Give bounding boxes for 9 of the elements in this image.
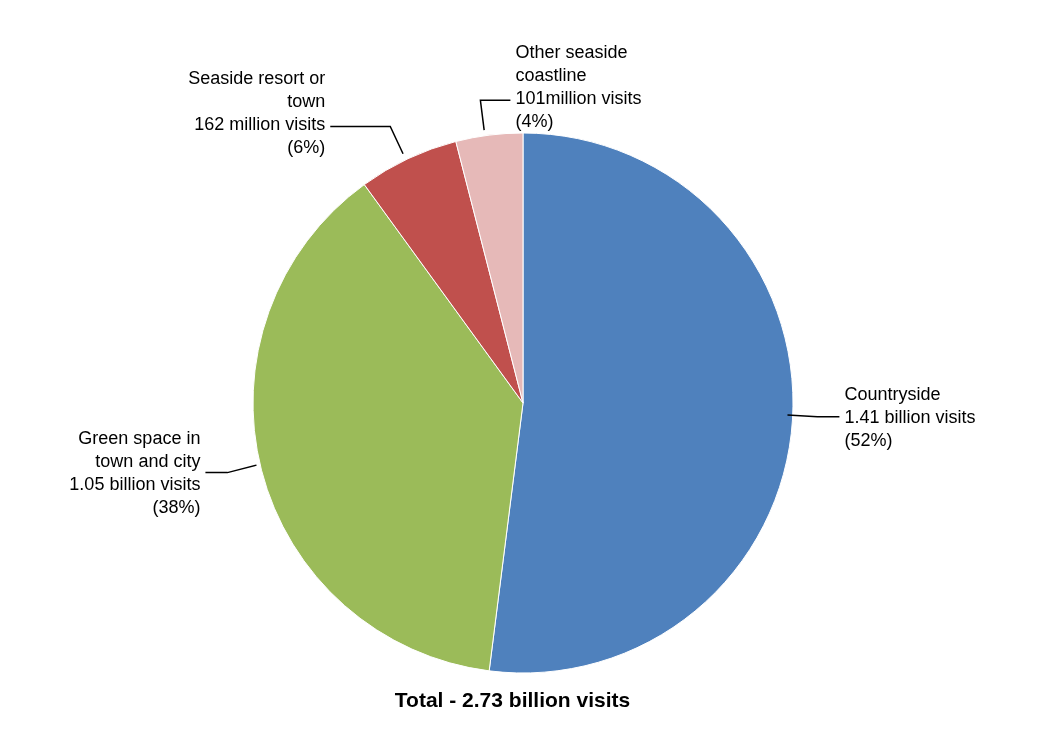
data-label: 1.41 billion visits (52%)	[844, 407, 976, 451]
data-label: 101million visits (4%)	[515, 88, 642, 132]
slice-label: Countryside	[844, 384, 941, 405]
data-label: 162 million visits (6%)	[194, 114, 326, 158]
data-label: 1.05 billion visits (38%)	[69, 474, 201, 518]
slice-label: Seaside resort or town	[188, 68, 326, 112]
text: Total - 2.73 billion visits	[393, 688, 632, 712]
slice-label: Green space in town and city	[78, 428, 201, 472]
slice-label: Other seaside coastline	[515, 42, 628, 86]
